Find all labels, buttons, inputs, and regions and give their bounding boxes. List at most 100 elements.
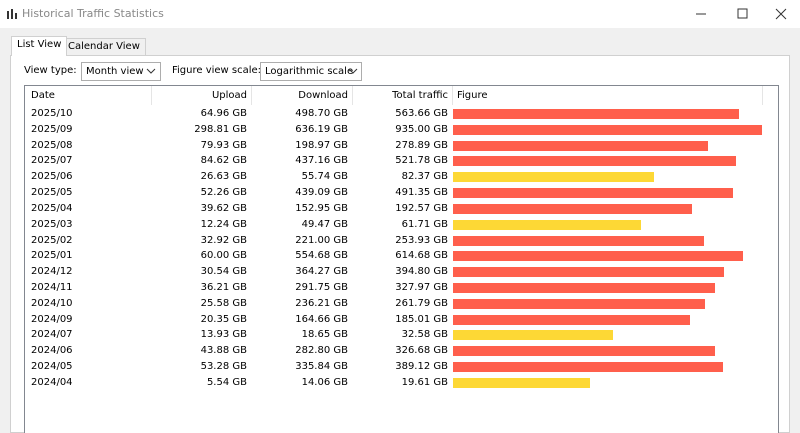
upload-cell: 53.28 GB: [200, 361, 247, 373]
total-cell: 935.00 GB: [395, 123, 448, 135]
total-cell: 614.68 GB: [395, 250, 448, 262]
traffic-bar: [453, 251, 744, 262]
date-cell: 2025/10: [31, 108, 73, 119]
download-cell: 439.09 GB: [295, 187, 348, 199]
upload-cell: 26.63 GB: [200, 171, 247, 183]
upload-cell: 12.24 GB: [200, 218, 247, 230]
column-separator: [762, 86, 763, 105]
total-cell: 394.80 GB: [395, 266, 448, 278]
date-cell: 2024/04: [31, 376, 73, 388]
total-cell: 563.66 GB: [395, 108, 448, 119]
window-controls[interactable]: [690, 6, 800, 22]
total-cell: 327.97 GB: [395, 282, 448, 294]
total-cell: 253.93 GB: [395, 234, 448, 246]
date-cell: 2024/06: [31, 345, 73, 357]
column-header: Download: [298, 90, 348, 101]
download-cell: 437.16 GB: [295, 155, 348, 167]
upload-cell: 64.96 GB: [200, 108, 247, 119]
dropdown[interactable]: Month view: [81, 62, 161, 81]
upload-cell: 79.93 GB: [200, 139, 247, 151]
dropdown[interactable]: Logarithmic scale: [260, 62, 362, 81]
date-cell: 2025/01: [31, 250, 73, 262]
download-cell: 498.70 GB: [295, 108, 348, 119]
traffic-bar: [453, 219, 642, 230]
traffic-bar: [453, 188, 734, 199]
traffic-bar: [453, 156, 737, 167]
traffic-bar: [453, 346, 716, 357]
column-header: Total traffic: [392, 90, 448, 101]
tab[interactable]: Calendar View: [62, 38, 146, 55]
list-view[interactable]: Date Upload Download Total traffic Figure 202…: [24, 85, 779, 433]
window-title: Historical Traffic Statistics: [22, 7, 164, 20]
traffic-bar: [453, 298, 706, 309]
tab[interactable]: List View: [11, 36, 68, 56]
app-icon: [7, 9, 17, 19]
date-cell: 2024/05: [31, 361, 73, 373]
total-cell: 82.37 GB: [401, 171, 448, 183]
upload-cell: 30.54 GB: [200, 266, 247, 278]
download-cell: 49.47 GB: [301, 218, 348, 230]
date-cell: 2025/02: [31, 234, 73, 246]
traffic-bar: [453, 330, 613, 341]
download-cell: 18.65 GB: [301, 329, 348, 341]
column-header: Figure: [457, 90, 488, 101]
upload-cell: 13.93 GB: [200, 329, 247, 341]
download-cell: 152.95 GB: [295, 202, 348, 214]
upload-cell: 60.00 GB: [200, 250, 247, 262]
traffic-bar: [453, 362, 723, 373]
upload-cell: 39.62 GB: [200, 202, 247, 214]
total-cell: 19.61 GB: [401, 376, 448, 388]
traffic-bar: [453, 109, 740, 119]
traffic-bar: [453, 140, 709, 151]
total-cell: 389.12 GB: [395, 361, 448, 373]
download-cell: 335.84 GB: [295, 361, 348, 373]
label: Figure view scale:: [172, 65, 262, 76]
date-cell: 2024/09: [31, 313, 73, 325]
column-header: Date: [31, 90, 55, 101]
download-cell: 164.66 GB: [295, 313, 348, 325]
download-cell: 291.75 GB: [295, 282, 348, 294]
total-cell: 521.78 GB: [395, 155, 448, 167]
column-separator: [251, 86, 252, 105]
column-header: Upload: [211, 90, 247, 101]
upload-cell: 298.81 GB: [194, 123, 247, 135]
title-bar: Historical Traffic Statistics: [0, 0, 800, 28]
download-cell: 198.97 GB: [295, 139, 348, 151]
upload-cell: 5.54 GB: [206, 376, 247, 388]
total-cell: 61.71 GB: [401, 218, 448, 230]
label: View type:: [24, 65, 77, 76]
traffic-bar: [453, 267, 724, 278]
total-cell: 192.57 GB: [395, 202, 448, 214]
dropdown-arrow: [146, 68, 156, 74]
date-cell: 2025/07: [31, 155, 73, 167]
upload-cell: 84.62 GB: [200, 155, 247, 167]
date-cell: 2024/07: [31, 329, 73, 341]
traffic-bar: [453, 377, 591, 388]
download-cell: 55.74 GB: [301, 171, 348, 183]
upload-cell: 25.58 GB: [200, 297, 247, 309]
traffic-bar: [453, 124, 762, 135]
date-cell: 2024/12: [31, 266, 73, 278]
date-cell: 2025/03: [31, 218, 73, 230]
download-cell: 554.68 GB: [295, 250, 348, 262]
upload-cell: 32.92 GB: [200, 234, 247, 246]
upload-cell: 36.21 GB: [200, 282, 247, 294]
download-cell: 364.27 GB: [295, 266, 348, 278]
date-cell: 2025/04: [31, 202, 73, 214]
total-cell: 491.35 GB: [395, 187, 448, 199]
column-separator: [452, 86, 453, 105]
date-cell: 2024/11: [31, 282, 73, 294]
total-cell: 185.01 GB: [395, 313, 448, 325]
total-cell: 278.89 GB: [395, 139, 448, 151]
download-cell: 282.80 GB: [295, 345, 348, 357]
download-cell: 636.19 GB: [295, 123, 348, 135]
total-cell: 32.58 GB: [401, 329, 448, 341]
total-cell: 326.68 GB: [395, 345, 448, 357]
traffic-bar: [453, 314, 690, 325]
traffic-bar: [453, 283, 716, 294]
date-cell: 2024/10: [31, 297, 73, 309]
dropdown-arrow: [348, 68, 358, 74]
date-cell: 2025/06: [31, 171, 73, 183]
download-cell: 14.06 GB: [301, 376, 348, 388]
date-cell: 2025/05: [31, 187, 73, 199]
